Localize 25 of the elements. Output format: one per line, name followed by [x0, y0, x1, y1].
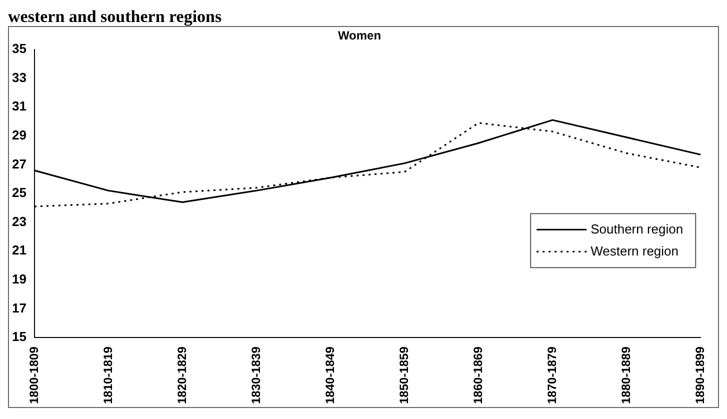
- x-tick-label: 1870-1879: [544, 346, 559, 404]
- y-tick-label: 25: [12, 185, 26, 200]
- y-tick-label: 29: [12, 127, 26, 142]
- legend-label: Southern region: [590, 221, 684, 236]
- x-tick-label: 1890-1899: [692, 346, 707, 404]
- y-tick-label: 33: [12, 70, 26, 85]
- x-tick-label: 1820-1829: [174, 346, 189, 404]
- y-tick-label: 27: [12, 156, 26, 172]
- x-tick-label: 1850-1859: [396, 346, 411, 404]
- y-tick-label: 21: [12, 242, 26, 258]
- x-tick-label: 1840-1849: [322, 346, 337, 404]
- text: western and southern regions: [8, 7, 223, 26]
- y-tick-label: 15: [12, 329, 26, 344]
- y-tick-label: 35: [12, 40, 26, 56]
- x-tick-label: 1810-1819: [100, 346, 115, 404]
- y-tick-label: 19: [12, 272, 26, 287]
- x-tick-label: 1830-1839: [248, 346, 263, 404]
- x-tick-label: 1860-1869: [470, 346, 485, 404]
- chart-title: Women: [338, 28, 382, 43]
- y-tick-label: 31: [12, 98, 26, 114]
- x-tick-label: 1880-1889: [618, 346, 633, 404]
- legend-label: Western region: [590, 243, 679, 258]
- x-tick-label: 1800-1809: [26, 346, 41, 404]
- y-tick-label: 23: [12, 214, 26, 229]
- y-tick-label: 17: [12, 300, 26, 316]
